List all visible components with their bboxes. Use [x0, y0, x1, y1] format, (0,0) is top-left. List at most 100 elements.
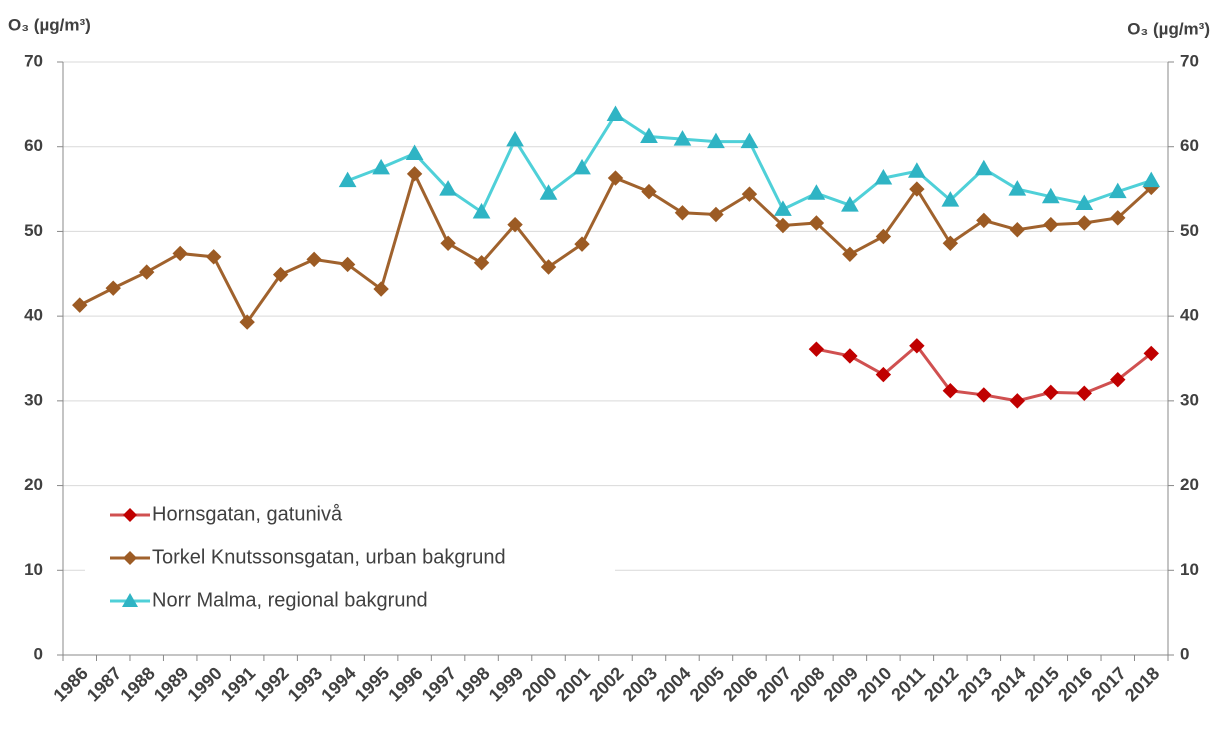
- legend-marker: [123, 508, 137, 522]
- y2-tick-label: 10: [1180, 560, 1199, 579]
- marker: [976, 212, 992, 229]
- y2-tick-label: 50: [1180, 221, 1199, 240]
- x-tick-label: 1993: [284, 663, 326, 705]
- marker: [909, 181, 925, 197]
- x-tick-label: 2007: [753, 663, 795, 705]
- legend-box: [85, 490, 615, 625]
- y2-tick-label: 60: [1180, 136, 1199, 155]
- legend-label: Norr Malma, regional bakgrund: [152, 589, 428, 611]
- marker: [1110, 371, 1126, 388]
- marker: [875, 366, 892, 383]
- x-tick-label: 2002: [585, 663, 627, 705]
- marker: [874, 169, 893, 185]
- x-tick-label: 2013: [954, 663, 996, 705]
- x-tick-label: 1987: [83, 663, 125, 705]
- marker: [406, 166, 423, 182]
- marker: [1043, 216, 1059, 233]
- x-tick-label: 1989: [150, 663, 192, 705]
- marker: [372, 158, 390, 175]
- marker: [1142, 171, 1161, 188]
- x-tick-label: 1996: [384, 663, 426, 705]
- y-axis-title: O₃ (µg/m³): [8, 15, 91, 34]
- x-tick-label: 2011: [887, 663, 929, 705]
- marker: [338, 171, 357, 188]
- marker: [941, 191, 960, 207]
- y2-tick-label: 30: [1180, 390, 1199, 409]
- marker: [909, 338, 925, 354]
- marker: [807, 184, 826, 200]
- marker: [740, 132, 759, 149]
- legend-label: Hornsgatan, gatunivå: [152, 503, 343, 525]
- marker: [539, 184, 558, 200]
- marker: [439, 180, 457, 196]
- x-tick-label: 2016: [1054, 663, 1096, 705]
- x-tick-label: 2010: [853, 663, 895, 705]
- marker: [1076, 385, 1092, 401]
- marker: [339, 256, 356, 273]
- marker: [774, 200, 792, 216]
- marker: [139, 264, 155, 280]
- marker: [306, 251, 322, 268]
- marker: [1075, 194, 1094, 210]
- marker: [205, 249, 222, 265]
- x-tick-label: 2001: [552, 663, 594, 705]
- marker: [875, 228, 892, 245]
- marker: [641, 183, 657, 200]
- y-tick-label: 40: [24, 306, 43, 325]
- legend-marker: [123, 551, 137, 565]
- series-line: [79, 169, 1153, 325]
- marker: [842, 348, 858, 364]
- x-tick-label: 1990: [183, 663, 225, 705]
- y2-axis-title: O₃ (µg/m³): [1127, 19, 1210, 38]
- x-tick-label: 1991: [217, 663, 259, 705]
- marker: [607, 170, 624, 186]
- x-tick-label: 2003: [619, 663, 661, 705]
- marker: [942, 382, 959, 399]
- marker: [707, 132, 725, 149]
- y-tick-label: 30: [24, 390, 43, 409]
- marker: [908, 162, 926, 178]
- x-tick-label: 1986: [49, 663, 91, 705]
- marker: [674, 205, 691, 221]
- x-tick-label: 2009: [820, 663, 862, 705]
- marker: [606, 105, 625, 122]
- marker: [540, 259, 557, 275]
- marker: [272, 266, 289, 283]
- marker: [472, 202, 491, 219]
- marker: [440, 235, 456, 251]
- y-tick-label: 70: [24, 51, 43, 70]
- marker: [239, 314, 255, 330]
- marker: [1009, 222, 1026, 238]
- marker: [507, 216, 523, 233]
- x-tick-label: 1992: [250, 663, 292, 705]
- marker: [72, 297, 88, 313]
- y-tick-label: 0: [34, 644, 43, 663]
- marker: [1108, 182, 1127, 199]
- y2-tick-label: 70: [1180, 51, 1199, 70]
- marker: [708, 206, 724, 223]
- marker: [405, 144, 424, 160]
- marker: [741, 186, 758, 202]
- marker: [974, 159, 993, 176]
- marker: [673, 130, 692, 146]
- marker: [506, 130, 524, 147]
- legend-marker: [122, 593, 138, 607]
- x-tick-label: 2018: [1121, 663, 1163, 705]
- x-tick-label: 1994: [317, 663, 359, 705]
- x-tick-label: 2005: [686, 663, 728, 705]
- marker: [373, 281, 389, 297]
- marker: [640, 127, 658, 144]
- marker: [1009, 393, 1026, 409]
- x-tick-label: 1998: [451, 663, 493, 705]
- marker: [1043, 384, 1059, 401]
- y2-tick-label: 40: [1180, 306, 1199, 325]
- x-tick-label: 1988: [116, 663, 158, 705]
- x-tick-label: 2008: [786, 663, 828, 705]
- y-tick-label: 50: [24, 221, 43, 240]
- x-tick-label: 2004: [652, 663, 694, 705]
- marker: [841, 196, 859, 212]
- x-tick-label: 2012: [920, 663, 962, 705]
- x-tick-label: 1997: [418, 663, 460, 705]
- marker: [842, 246, 858, 263]
